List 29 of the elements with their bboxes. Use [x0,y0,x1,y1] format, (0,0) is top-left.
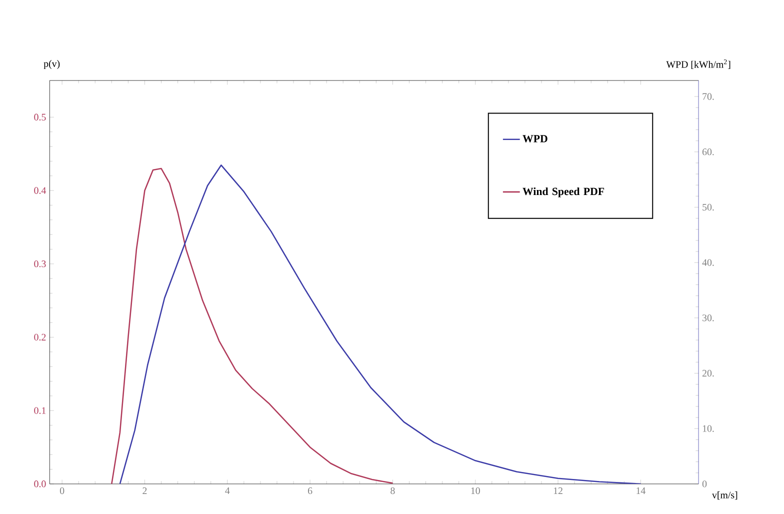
x-tick-label: 2 [142,488,147,494]
y2-tick-label: 10. [702,425,714,432]
y2-tick-label: 20. [702,370,714,377]
x-tick-label: 10 [471,488,480,494]
y-tick-label: 0.1 [34,407,46,414]
y-tick-label: 0.2 [34,334,46,341]
x-tick-label: 4 [225,488,230,494]
y-tick-label: 0.3 [34,260,46,268]
legend-label: WPD [522,135,548,143]
y2-tick-label: 30. [702,314,714,322]
line-series [111,168,394,484]
x-tick-label: 14 [636,488,646,494]
line-series [119,164,642,484]
y-axis-title: p(v) [44,60,60,70]
y2-axis-title: WPD [kWh/m$^{2}$] [666,60,730,70]
y-tick-label: 0.4 [34,187,46,194]
y2-tick-label: 40. [702,259,714,266]
y-tick-label: 0.5 [34,114,46,121]
y-tick-label: 0.0 [34,480,46,488]
legend-label: Wind Speed PDF [522,188,604,198]
y2-tick-label: 60. [702,148,714,156]
y2-tick-label: 0 [702,480,707,488]
x-tick-label: 12 [554,488,562,494]
x-axis-title: v[m/s] [712,492,738,500]
x-tick-label: 6 [308,488,312,494]
x-tick-label: 0 [60,488,64,494]
y2-tick-label: 70. [702,93,714,100]
y2-tick-label: 50. [702,204,714,211]
x-tick-label: 8 [390,488,395,494]
